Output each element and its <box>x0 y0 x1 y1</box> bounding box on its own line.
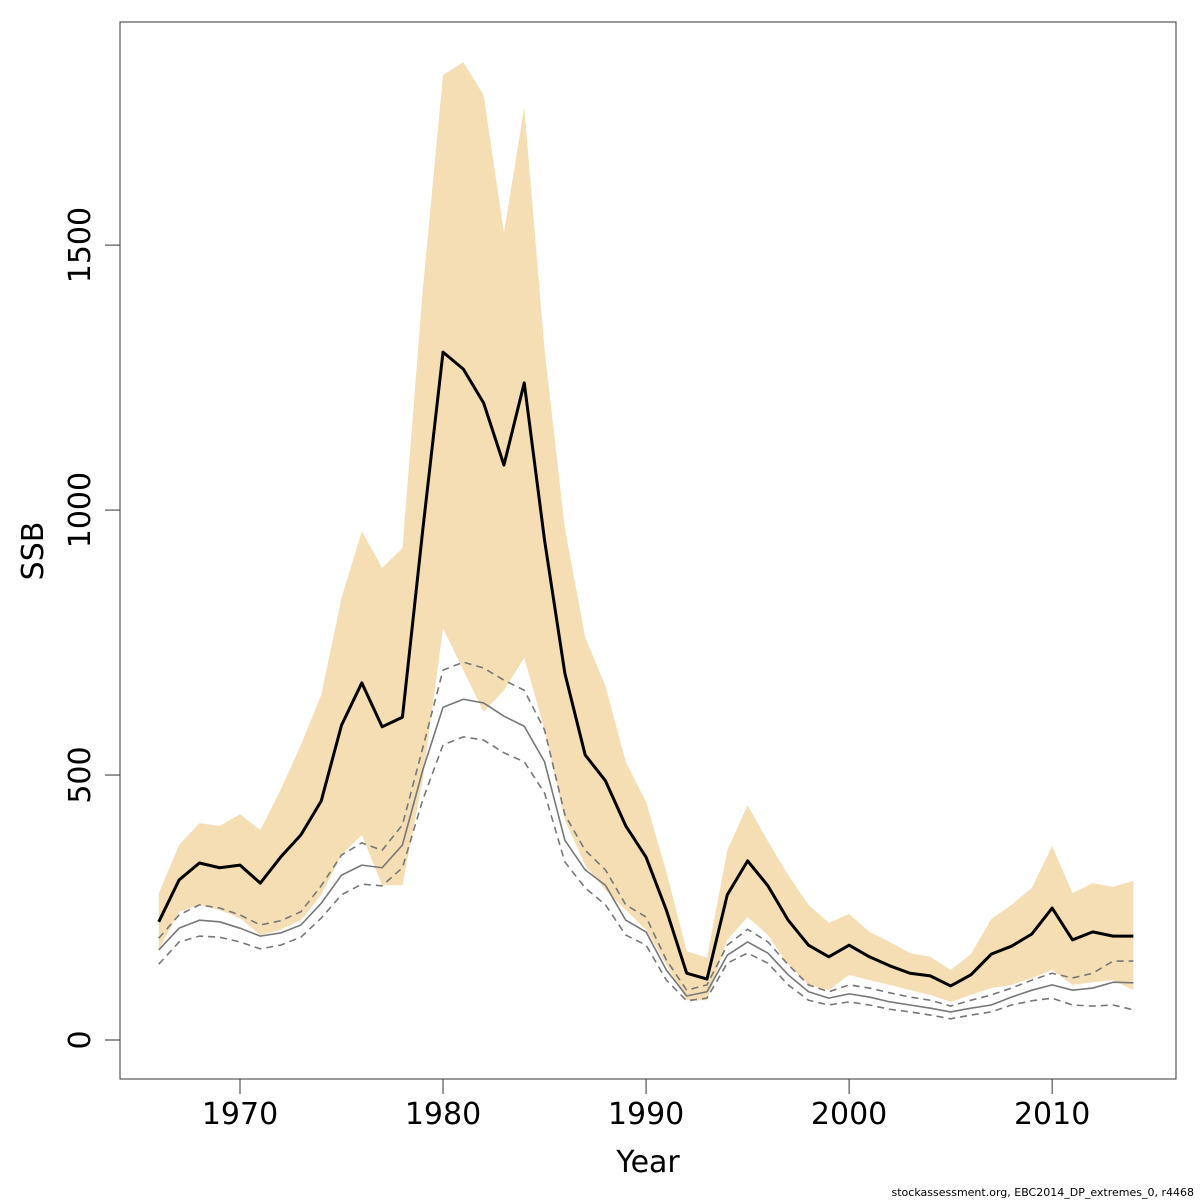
x-tick-label: 1990 <box>608 1097 684 1132</box>
x-tick-label: 1970 <box>202 1097 278 1132</box>
y-tick-label: 1500 <box>63 207 98 283</box>
y-tick-label: 500 <box>63 746 98 803</box>
y-tick-label: 0 <box>63 1030 98 1049</box>
footnote: stockassessment.org, EBC2014_DP_extremes… <box>892 1186 1194 1199</box>
series-line <box>158 698 1134 1013</box>
x-tick-label: 1980 <box>405 1097 481 1132</box>
x-axis-label: Year <box>615 1145 680 1180</box>
confidence-band <box>158 62 1134 1002</box>
y-tick-label: 1000 <box>63 472 98 548</box>
series-line <box>158 661 1134 1007</box>
plot-frame <box>119 21 1177 1080</box>
x-tick-label: 2010 <box>1014 1097 1090 1132</box>
series-line <box>157 350 1134 988</box>
y-axis-label: SSB <box>16 522 51 581</box>
x-tick-label: 2000 <box>811 1097 887 1132</box>
series-line <box>158 736 1134 1020</box>
